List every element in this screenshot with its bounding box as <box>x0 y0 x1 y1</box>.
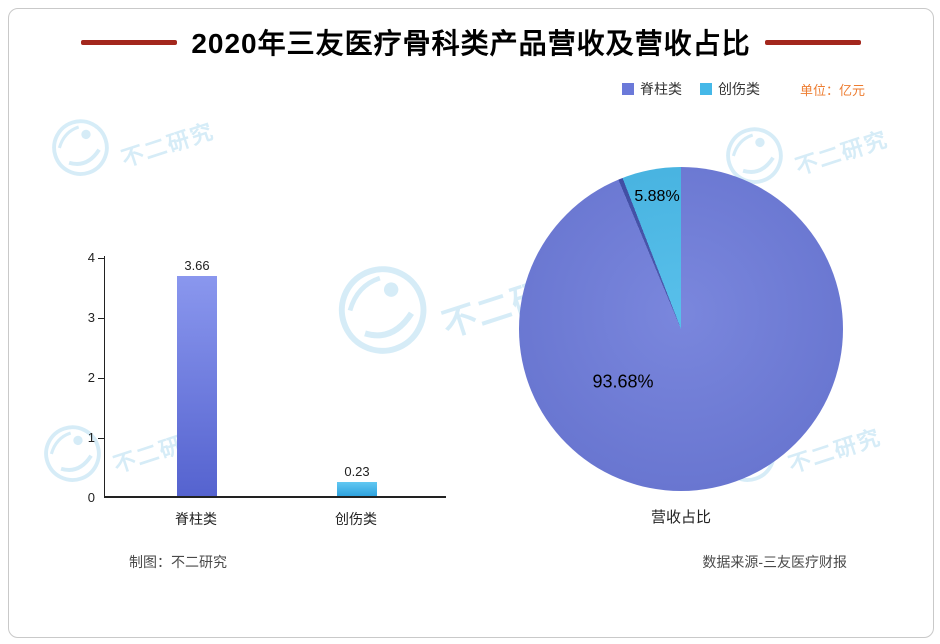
legend-swatch-trauma <box>699 83 712 95</box>
bar-trauma-group: 0.23 <box>317 464 397 496</box>
footer-credit: 制图：不二研究 <box>129 554 227 570</box>
legend-label-trauma: 创伤类 <box>717 81 760 97</box>
legend-item-spine: 脊柱类 <box>621 79 682 99</box>
y-axis-tick: 2 <box>87 370 95 385</box>
unit-label: 单位：亿元 <box>799 82 865 98</box>
watermark-text: 不二研究 <box>792 126 892 180</box>
bar-chart-plot: 3.66 0.23 <box>104 256 446 498</box>
y-axis-tickmark <box>98 378 104 379</box>
y-axis-tickmark <box>98 318 104 319</box>
legend: 脊柱类 创伤类 单位：亿元 <box>604 79 865 99</box>
bar-value-spine: 3.66 <box>184 258 210 274</box>
y-axis-tickmark <box>98 258 104 259</box>
y-axis-tick: 4 <box>87 250 95 265</box>
pie-title: 营收占比 <box>650 509 712 526</box>
title-decoration-left <box>81 39 178 45</box>
pie-label-spine-pct: 93.68% <box>592 371 654 392</box>
bar-spine-group: 3.66 <box>157 258 237 496</box>
bar-trauma <box>337 482 377 496</box>
chart-card: 不二研究 不二研究 不二研究 不二研究 <box>8 8 934 638</box>
x-label-trauma: 创伤类 <box>335 511 377 527</box>
watermark-logo-icon <box>44 425 101 482</box>
chart-title: 2020年三友医疗骨科类产品营收及营收占比 <box>191 28 751 59</box>
watermark-text: 不二研究 <box>118 118 218 172</box>
y-axis-tickmark <box>98 438 104 439</box>
x-label-spine: 脊柱类 <box>175 511 217 527</box>
legend-swatch-spine <box>621 83 634 95</box>
y-axis-tick: 1 <box>87 430 95 445</box>
legend-item-trauma: 创伤类 <box>699 79 760 99</box>
bar-value-trauma: 0.23 <box>344 464 370 480</box>
watermark: 不二研究 <box>41 77 218 186</box>
legend-label-spine: 脊柱类 <box>639 81 682 97</box>
watermark-logo-icon <box>52 119 109 176</box>
pie-chart <box>519 167 843 491</box>
bar-spine <box>177 276 217 496</box>
y-axis-tick: 0 <box>87 490 95 505</box>
title-row: 2020年三友医疗骨科类产品营收及营收占比 <box>9 22 933 62</box>
title-decoration-right <box>764 39 861 45</box>
footer-source: 数据来源-三友医疗财报 <box>702 554 847 570</box>
pie-label-trauma-pct: 5.88% <box>634 188 680 205</box>
y-axis-tick: 3 <box>87 310 95 325</box>
